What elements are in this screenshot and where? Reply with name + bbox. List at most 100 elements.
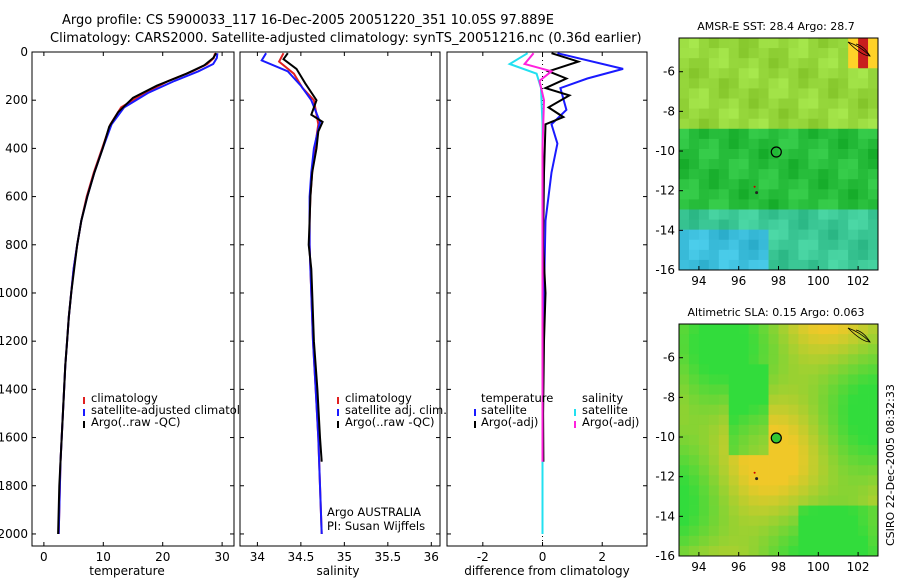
map-cell — [838, 354, 849, 365]
map-x-tick-label: 100 — [807, 274, 830, 288]
map-cell — [688, 344, 700, 355]
map-cell — [748, 344, 759, 355]
map-cell — [838, 445, 849, 456]
map-cell — [728, 88, 740, 99]
map-cell — [808, 384, 819, 396]
map-cell — [758, 58, 769, 69]
map-x-tick-label: 94 — [691, 560, 706, 574]
map-cell — [758, 159, 769, 170]
map-cell — [798, 48, 809, 59]
map-cell — [808, 128, 819, 140]
map-cell — [728, 424, 740, 436]
map-cell — [688, 324, 700, 335]
map-cell — [768, 535, 779, 547]
map-cell — [868, 505, 879, 517]
map-cell — [858, 219, 869, 231]
map-cell — [768, 88, 779, 99]
map-cell — [679, 239, 690, 251]
map-cell — [748, 118, 759, 130]
map-cell — [698, 495, 710, 506]
map-cell — [868, 374, 879, 385]
map-cell — [798, 545, 809, 557]
legend-salinity-header: salinity — [582, 391, 623, 405]
map-cell — [798, 394, 809, 406]
map-cell — [688, 354, 700, 365]
map-cell — [868, 179, 879, 190]
map-cell — [818, 209, 829, 220]
map-x-tick-label: 102 — [847, 274, 870, 288]
map-cell — [828, 138, 839, 150]
map-cell — [708, 78, 720, 89]
map-cell — [858, 334, 869, 345]
map-cell — [679, 515, 690, 527]
sla-map-field — [679, 324, 879, 557]
map-cell — [738, 249, 750, 261]
map-cell — [688, 88, 700, 99]
map-cell — [798, 128, 809, 140]
map-cell — [768, 219, 779, 231]
map-cell — [818, 179, 829, 190]
map-cell — [848, 445, 859, 456]
map-cell — [758, 138, 769, 150]
map-cell — [768, 169, 779, 180]
map-cell — [778, 515, 789, 527]
x-tick-label: 2 — [598, 550, 606, 564]
map-cell — [738, 525, 750, 537]
map-cell — [768, 239, 779, 251]
map-cell — [738, 485, 750, 496]
map-cell — [708, 344, 720, 355]
x-tick-label: 30 — [214, 550, 229, 564]
map-cell — [728, 384, 740, 396]
difference-axes-box — [446, 51, 648, 547]
map-x-tick-label: 98 — [771, 274, 786, 288]
map-cell — [698, 535, 710, 547]
map-cell — [718, 259, 730, 271]
map-cell — [868, 424, 879, 436]
map-cell — [748, 455, 759, 466]
map-y-tick-label: -12 — [655, 184, 675, 198]
map-cell — [868, 354, 879, 365]
map-cell — [808, 169, 819, 180]
map-cell — [708, 88, 720, 99]
map-cell — [818, 169, 829, 180]
map-x-tick-label: 96 — [731, 274, 746, 288]
map-cell — [738, 169, 750, 180]
y-tick-label: 1800 — [0, 479, 28, 493]
map-cell — [828, 455, 839, 466]
map-cell — [798, 535, 809, 547]
map-cell — [738, 384, 750, 396]
map-cell — [758, 475, 769, 486]
map-cell — [858, 48, 869, 59]
map-cell — [688, 159, 700, 170]
map-cell — [838, 364, 849, 375]
map-cell — [698, 344, 710, 355]
map-cell — [748, 58, 759, 69]
map-cell — [748, 199, 759, 210]
map-cell — [788, 485, 799, 496]
map-cell — [718, 128, 730, 140]
map-cell — [708, 525, 720, 537]
map-cell — [708, 485, 720, 496]
map-cell — [738, 445, 750, 456]
map-y-tick-label: -8 — [663, 390, 675, 404]
map-cell — [748, 374, 759, 385]
map-cell — [748, 98, 759, 110]
map-cell — [808, 364, 819, 375]
difference-legend: temperature salinity satellite Argo(-adj… — [474, 391, 639, 429]
map-cell — [758, 374, 769, 385]
map-cell — [778, 68, 789, 79]
map-cell — [828, 38, 839, 49]
salinity-ticks: 34 34.5 35 35.5 36 — [240, 51, 440, 564]
map-cell — [728, 344, 740, 355]
salinity-legend: climatology satellite adj. clim. Argo(..… — [337, 391, 447, 429]
map-cell — [858, 324, 869, 335]
map-cell — [768, 38, 779, 49]
map-cell — [738, 68, 750, 79]
difference-panel: -2 0 2 difference from climatology tempera… — [446, 51, 648, 578]
map-cell — [728, 179, 740, 190]
map-cell — [708, 535, 720, 547]
map-cell — [868, 445, 879, 456]
map-cell — [868, 159, 879, 170]
map-cell — [868, 68, 879, 79]
map-cell — [679, 445, 690, 456]
